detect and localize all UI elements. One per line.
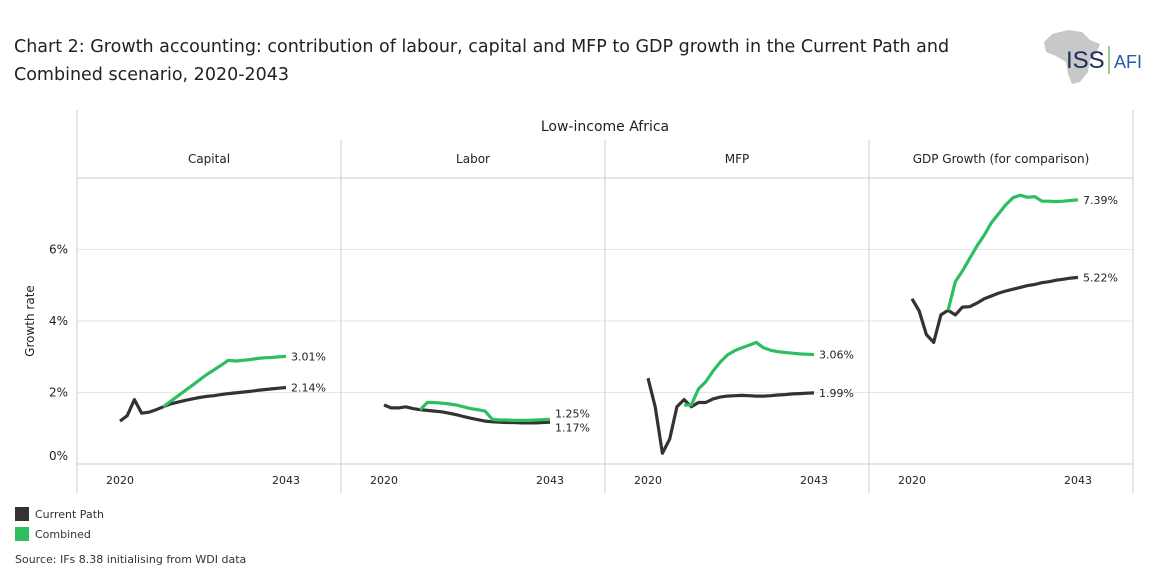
y-axis-label: Growth rate [23,285,37,357]
x-tick-label: 2020 [106,474,134,487]
series-line-combined [418,400,551,422]
end-label-combined: 7.39% [1083,194,1118,207]
end-label-current-path: 5.22% [1083,271,1118,284]
y-tick-label: 4% [49,314,68,328]
logo-iss-text: ISS [1066,47,1105,74]
legend-swatch-combined [15,527,29,541]
panel-title-capital: Capital [188,152,230,166]
legend-swatch-current-path [15,507,29,521]
group-title: Low-income Africa [541,119,669,135]
end-label-combined: 1.25% [555,408,590,421]
series-line-current-path [646,377,815,455]
y-tick-label: 0% [49,449,68,463]
series-line-combined [946,193,1079,311]
x-tick-label: 2043 [272,474,300,487]
legend-item-combined: Combined [15,527,91,541]
y-tick-label: 2% [49,386,68,400]
africa-map-icon [1044,30,1100,84]
series-line-current-path [910,275,1079,344]
legend-label-combined: Combined [35,527,91,541]
end-label-current-path: 1.17% [555,422,590,435]
series-line-current-path [383,403,551,425]
x-tick-label: 2020 [370,474,398,487]
x-tick-label: 2020 [898,474,926,487]
logo-afi-text: AFI [1114,52,1142,72]
legend-item-current-path: Current Path [15,507,104,521]
end-label-current-path: 1.99% [819,387,854,400]
series-line-combined [162,354,287,409]
series-line-current-path [119,385,287,423]
legend-label-current-path: Current Path [35,507,104,521]
chart-title: Chart 2: Growth accounting: contribution… [14,37,950,85]
x-tick-label: 2043 [800,474,828,487]
x-tick-label: 2020 [634,474,662,487]
panel-title-labor: Labor [456,152,490,166]
source-note: Source: IFs 8.38 initialising from WDI d… [15,553,247,566]
end-label-combined: 3.06% [819,349,854,362]
end-label-combined: 3.01% [291,350,326,363]
iss-afi-logo: ISS AFI [1038,26,1148,86]
series-line-combined [684,340,815,407]
panel-title-gdp: GDP Growth (for comparison) [913,152,1090,166]
panel-title-mfp: MFP [725,152,750,166]
x-tick-label: 2043 [536,474,564,487]
x-tick-label: 2043 [1064,474,1092,487]
end-label-current-path: 2.14% [291,381,326,394]
y-tick-label: 6% [49,243,68,257]
